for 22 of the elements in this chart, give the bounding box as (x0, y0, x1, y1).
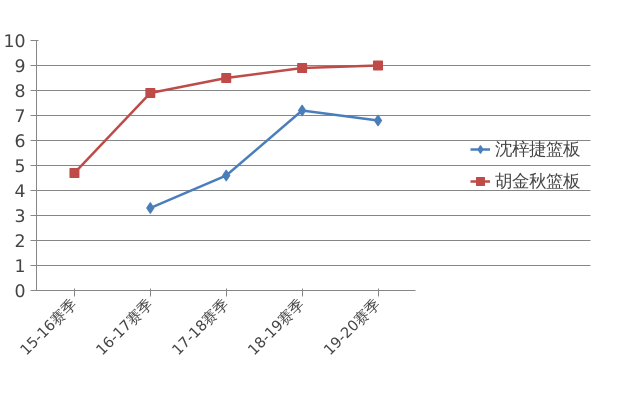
point (146, 202, 154, 214)
point (69, 168, 80, 178)
legend-label: 胡金秋篮板 (495, 171, 580, 193)
y-tick-label: 3 (14, 207, 26, 227)
y-tick-label: 9 (14, 57, 26, 77)
point (145, 88, 156, 98)
y-tick-label: 6 (14, 132, 26, 152)
point (373, 60, 384, 70)
point (298, 104, 306, 116)
point (297, 63, 308, 73)
point (374, 114, 382, 126)
y-tick-label: 5 (14, 157, 26, 177)
y-tick-label: 7 (14, 107, 26, 127)
point (222, 170, 230, 182)
y-tick-label: 0 (14, 282, 26, 302)
legend-label: 沈梓捷篮板 (495, 139, 580, 161)
point (221, 73, 232, 83)
y-tick-label: 8 (14, 82, 26, 102)
y-tick-label: 4 (14, 182, 26, 202)
y-tick-label: 2 (14, 232, 26, 252)
y-tick-label: 1 (14, 257, 26, 277)
y-tick-label: 10 (3, 32, 26, 52)
